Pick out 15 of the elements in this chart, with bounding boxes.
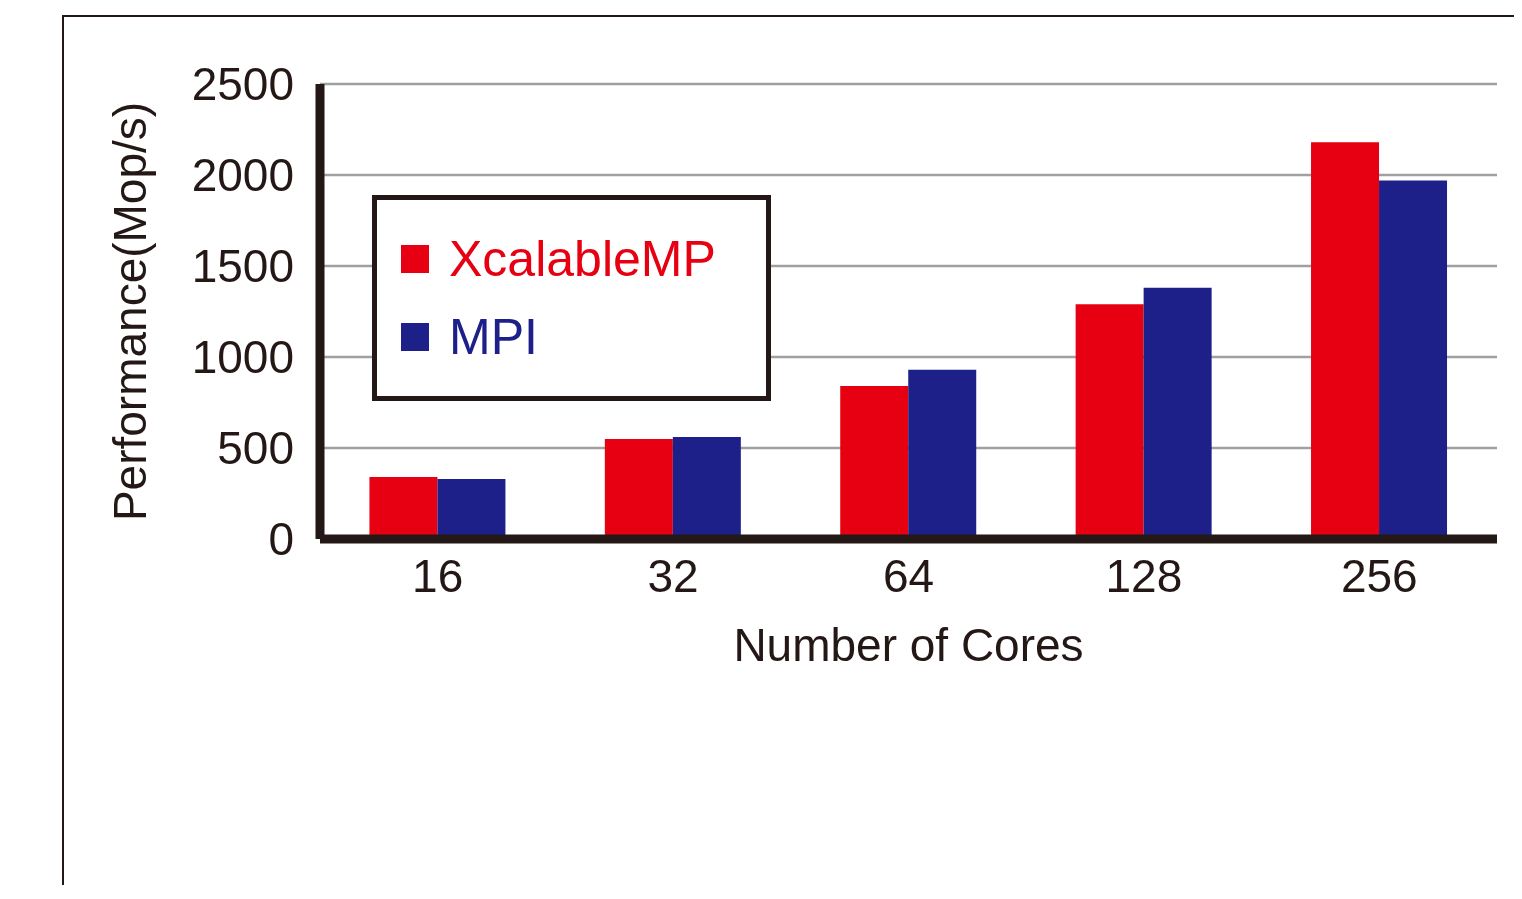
x-tick-label: 64 — [882, 549, 935, 602]
y-tick-label: 2000 — [191, 149, 294, 202]
x-tick-label: 16 — [412, 549, 464, 602]
legend-label: MPI — [449, 308, 538, 367]
x-tick-label: 128 — [1105, 549, 1183, 602]
x-axis-title: Number of Cores — [733, 619, 1084, 671]
y-axis-title: Performance(Mop/s) — [104, 101, 157, 522]
y-tick-label: 1500 — [191, 240, 294, 293]
y-tick-label: 500 — [217, 422, 294, 475]
x-tick-label: 32 — [647, 549, 699, 602]
y-tick-label: 2500 — [191, 58, 294, 111]
legend-label: XcalableMP — [449, 230, 716, 289]
y-tick-label: 1000 — [191, 331, 294, 384]
y-tick-label: 0 — [268, 513, 294, 566]
x-tick-label: 256 — [1340, 549, 1418, 602]
